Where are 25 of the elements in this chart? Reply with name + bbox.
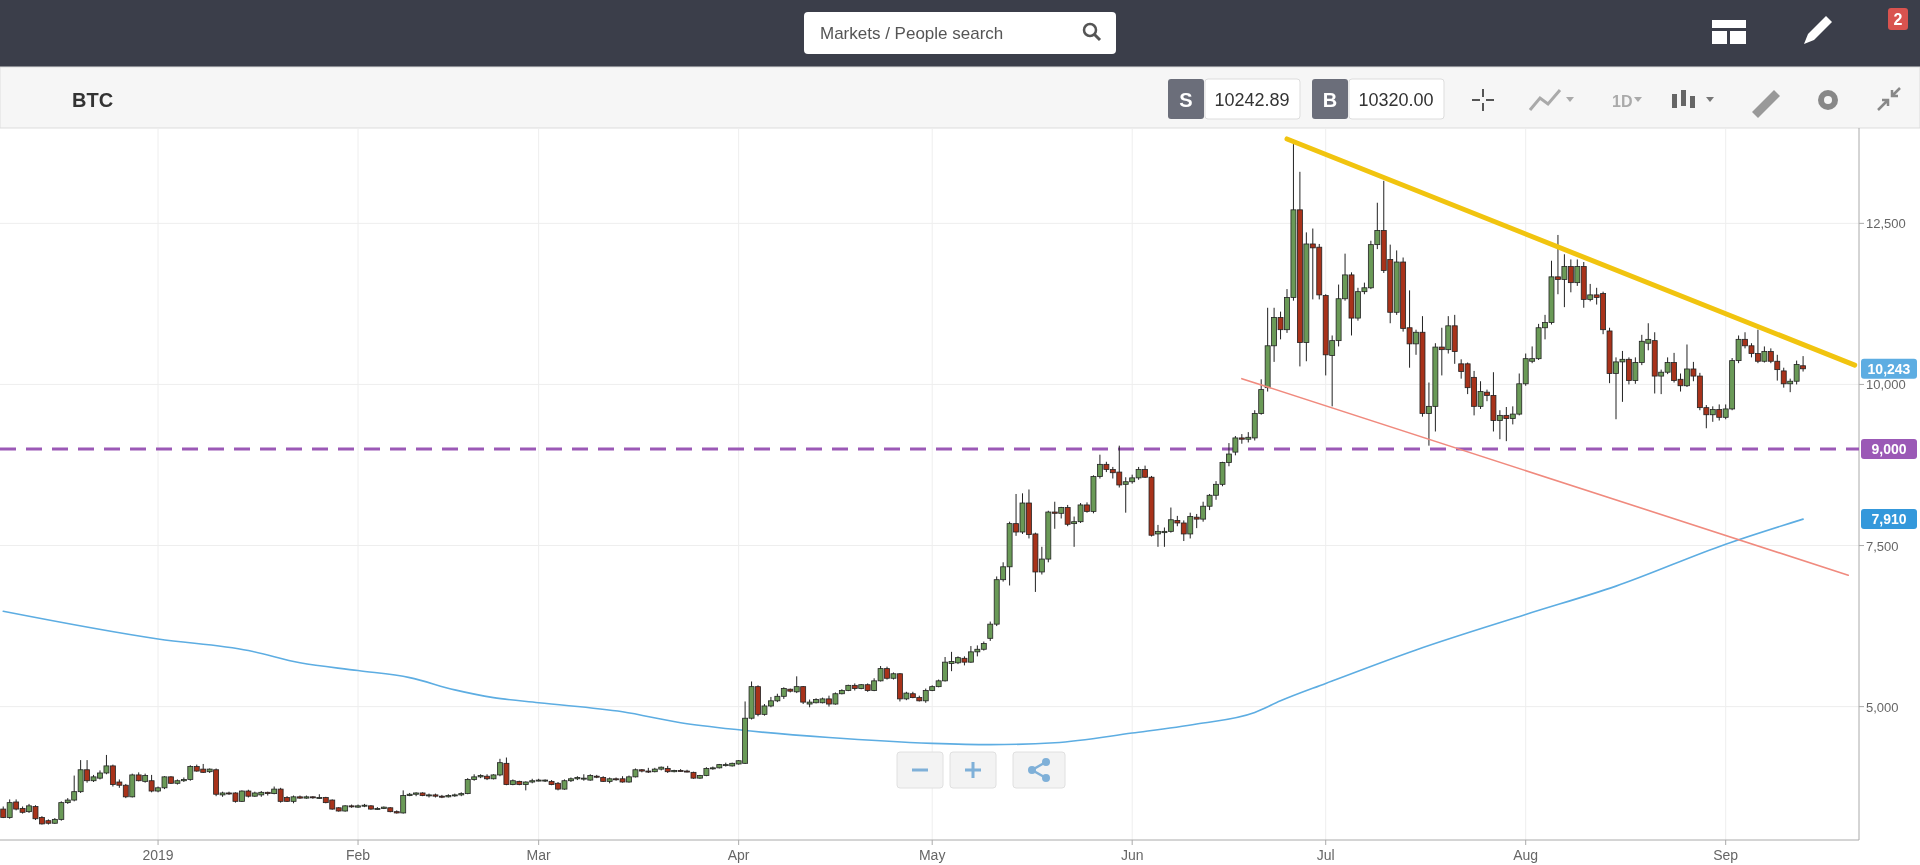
text: 10320.00 (1358, 90, 1434, 110)
y-tick-label: 12,500 (1866, 216, 1906, 232)
y-tick-label: 7,500 (1866, 538, 1899, 554)
x-tick-label: Jul (1316, 847, 1335, 863)
x-tick-label: Mar (526, 847, 552, 863)
line-series (2, 518, 1804, 746)
text: 7,910 (1871, 511, 1907, 528)
y-tick-label: 10,000 (1866, 377, 1906, 393)
x-tick-label: Sep (1713, 847, 1739, 863)
chart-title: BTC (72, 89, 114, 111)
text: Markets / People search (820, 24, 1004, 43)
text: S (1179, 89, 1193, 111)
x-tick-label: Apr (727, 847, 750, 863)
x-tick-label: 2019 (142, 847, 174, 863)
x-tick-label: May (918, 847, 946, 863)
text: B (1322, 89, 1338, 111)
text: 10,243 (1867, 360, 1911, 377)
text: 2 (1893, 11, 1903, 28)
ref-line-label: 9,000 (1871, 440, 1907, 457)
text: 1D (1612, 93, 1633, 110)
x-tick-label: Jun (1120, 847, 1144, 863)
x-tick-label: Aug (1513, 847, 1539, 863)
x-tick-label: Feb (345, 847, 371, 863)
text: 10242.89 (1214, 90, 1290, 110)
y-tick-label: 5,000 (1866, 699, 1899, 715)
